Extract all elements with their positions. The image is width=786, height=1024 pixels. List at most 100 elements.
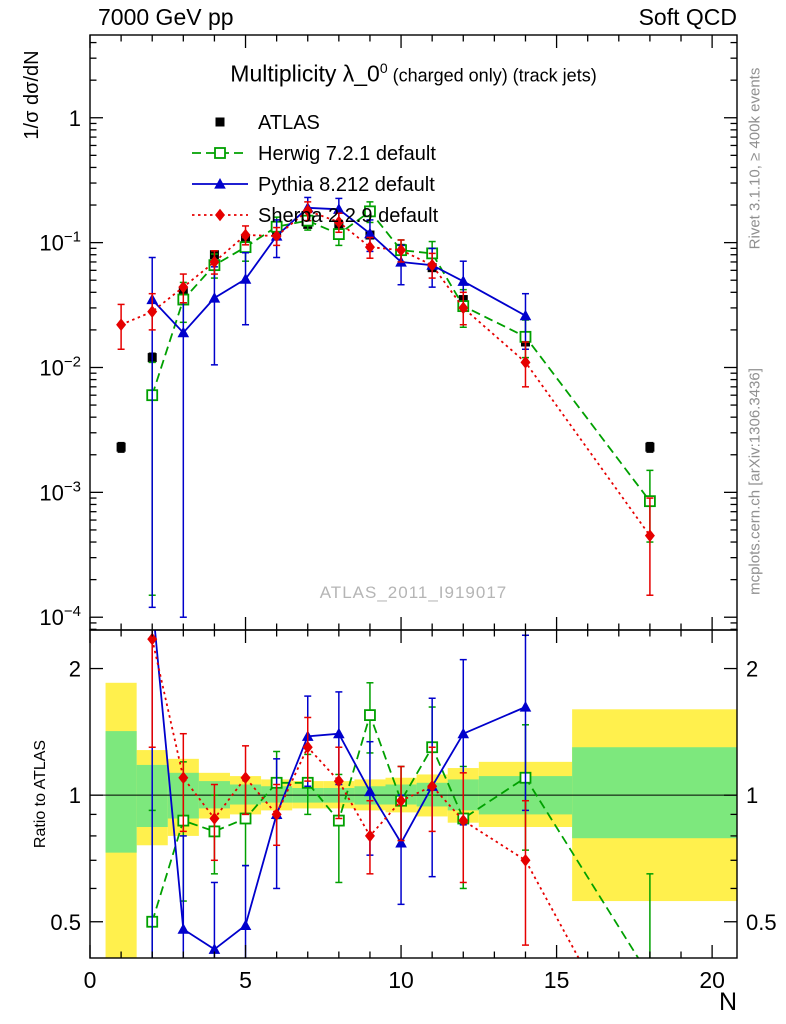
y-tick-labels: 0.5 0.5 1 1 2 2 [50, 657, 776, 935]
marker-triangle-filled [457, 275, 470, 286]
title-superscript: 0 [379, 60, 388, 76]
marker-diamond-filled [271, 808, 282, 821]
band-inner [105, 731, 137, 853]
marker-diamond-filled [520, 356, 531, 369]
marker-diamond-filled [302, 740, 313, 754]
x-tick-label: 20 [699, 967, 725, 993]
series-line [151, 206, 526, 335]
marker-diamond-filled [427, 779, 438, 793]
beam-energy-label: 7000 GeV pp [98, 4, 234, 30]
marker-diamond-filled [458, 814, 469, 827]
plot-title: Multiplicity λ_00 (charged only) (track … [90, 60, 737, 88]
panel-frame [89, 34, 738, 631]
marker-square-filled [645, 442, 655, 452]
y-tick-label: 0.5 [746, 910, 777, 935]
marker-square-open [214, 147, 226, 159]
marker-square-filled [116, 442, 126, 452]
x-tick-labels: 0 5 10 15 20 [84, 967, 725, 993]
marker-triangle-filled [208, 943, 221, 954]
x-tick-label: 15 [544, 967, 570, 993]
marker-diamond-filled [333, 215, 344, 229]
legend-label: Herwig 7.2.1 default [258, 143, 436, 165]
series-line [154, 630, 526, 951]
marker-diamond-filled [209, 812, 220, 825]
y-axis-label-main: 1/σ dσ/dN [21, 50, 43, 140]
x-tick-label: 0 [84, 967, 97, 993]
marker-triangle-filled [333, 727, 345, 739]
series-pythia-8-212-default-main [146, 196, 532, 618]
marker-diamond-filled [364, 829, 375, 843]
marker-triangle-filled [239, 919, 252, 931]
y-tick-label: 2 [746, 657, 758, 682]
panel-frame [89, 629, 738, 959]
marker-triangle-filled [519, 309, 532, 321]
series-sherpa-2-2-9-default-ratio [147, 630, 580, 958]
title-suffix: (charged only) (track jets) [387, 65, 597, 86]
y-tick-label: 10−4 [39, 603, 81, 630]
marker-diamond-filled [209, 255, 220, 269]
y-tick-label: 2 [69, 657, 81, 682]
marker-diamond-filled [427, 258, 438, 272]
analysis-id-watermark: ATLAS_2011_I919017 [319, 583, 508, 602]
marker-square-filled [215, 117, 225, 127]
y-tick-label: 10−3 [39, 478, 81, 505]
axis-ticks [89, 35, 737, 630]
marker-triangle-filled [177, 326, 190, 338]
marker-diamond-filled [520, 853, 531, 867]
rivet-version-text: Rivet 3.1.10, ≥ 400k events [746, 67, 764, 250]
legend-label: Sherpa 2.2.9 default [258, 205, 439, 227]
y-tick-label: 1 [746, 783, 758, 808]
marker-diamond-filled [644, 529, 655, 542]
x-axis-label: N [718, 988, 737, 1016]
marker-diamond-filled [215, 208, 225, 222]
legend-label: ATLAS [258, 112, 320, 134]
y-tick-label: 1 [69, 106, 81, 131]
marker-diamond-filled [240, 228, 251, 242]
marker-diamond-filled [147, 305, 158, 318]
legend: ATLAS Herwig 7.2.1 default Pythia 8.212 de… [192, 112, 439, 227]
marker-diamond-filled [147, 632, 158, 646]
marker-diamond-filled [396, 243, 407, 257]
marker-diamond-filled [116, 318, 127, 332]
series-atlas-main [116, 219, 655, 453]
title-main: Multiplicity λ_0 [230, 60, 380, 87]
marker-triangle-filled [519, 701, 532, 712]
y-tick-label: 1 [69, 783, 81, 808]
x-tick-label: 5 [239, 967, 252, 993]
uncertainty-bands [105, 682, 737, 958]
process-group-label: Soft QCD [638, 4, 737, 30]
marker-triangle-filled [333, 203, 345, 214]
x-tick-label: 10 [388, 967, 414, 993]
y-tick-label: 0.5 [50, 910, 81, 935]
y-tick-label: 10−1 [39, 229, 81, 256]
marker-triangle-filled [239, 273, 252, 284]
series-line [120, 209, 651, 537]
panel-main: 1 10−1 10−2 10−3 10−4 [39, 34, 738, 631]
marker-diamond-filled [240, 771, 251, 785]
band-inner [572, 747, 737, 839]
marker-triangle-filled [214, 178, 226, 189]
marker-triangle-filled [364, 785, 376, 797]
legend-label: Pythia 8.212 default [258, 174, 435, 196]
marker-triangle-filled [208, 292, 221, 303]
marker-triangle-filled [177, 923, 190, 934]
marker-triangle-filled [364, 227, 376, 239]
marker-triangle-filled [457, 727, 470, 739]
mcplots-reference-text: mcplots.cern.ch [arXiv:1306.3436] [746, 368, 764, 595]
series-sherpa-2-2-9-default-main [116, 201, 655, 596]
y-tick-labels: 1 10−1 10−2 10−3 10−4 [39, 106, 81, 630]
y-axis-label-ratio: Ratio to ATLAS [32, 739, 49, 849]
y-tick-label: 10−2 [39, 353, 81, 380]
marker-diamond-filled [458, 301, 469, 315]
marker-square-open [364, 709, 376, 722]
marker-diamond-filled [178, 771, 189, 785]
marker-diamond-filled [333, 774, 344, 788]
marker-diamond-filled [178, 280, 189, 294]
marker-diamond-filled [364, 240, 375, 254]
marker-diamond-filled [271, 229, 282, 243]
marker-diamond-filled [396, 794, 407, 808]
marker-square-open [645, 972, 655, 982]
marker-square-open [364, 205, 376, 218]
